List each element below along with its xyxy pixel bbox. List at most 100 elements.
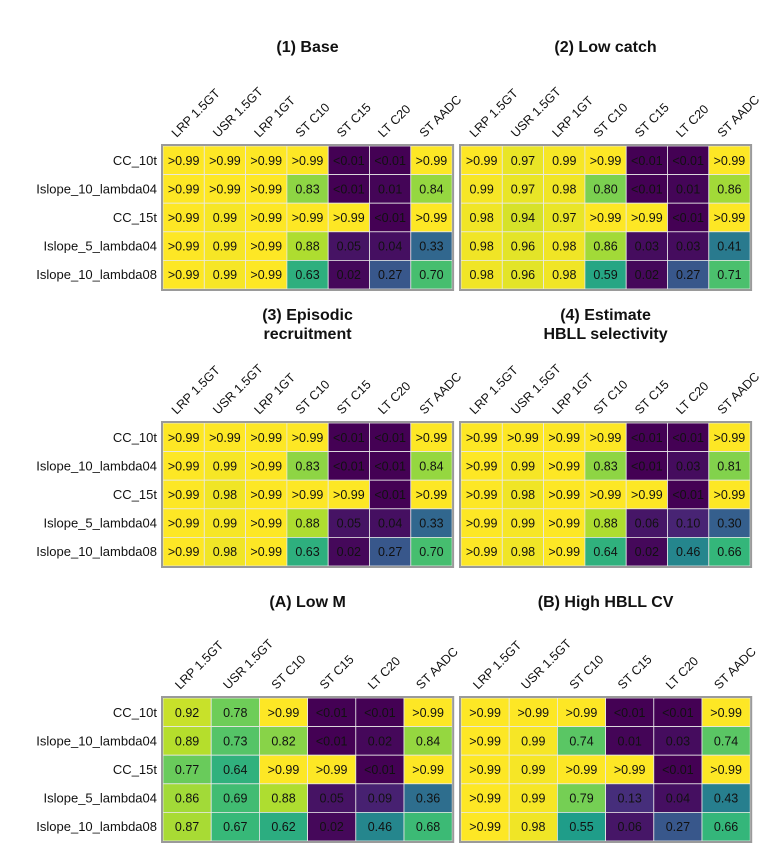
heatmap-cell xyxy=(557,812,607,842)
cell-value-label: >0.99 xyxy=(631,488,663,502)
heatmap-cell xyxy=(410,174,453,204)
heatmap-cell xyxy=(410,508,453,538)
cell-value-label: 0.98 xyxy=(511,488,535,502)
cell-value-label: >0.99 xyxy=(209,431,241,445)
cell-value-label: >0.99 xyxy=(250,182,282,196)
panel-frame xyxy=(161,696,455,843)
cell-value-label: <0.01 xyxy=(672,211,704,225)
heatmap-cell xyxy=(203,537,247,567)
cell-value-label: 0.30 xyxy=(717,517,741,531)
cell-value-label: 0.63 xyxy=(295,268,319,282)
heatmap-cell xyxy=(508,754,558,785)
cell-value-label: >0.99 xyxy=(168,211,200,225)
cell-value-label: >0.99 xyxy=(507,431,539,445)
heatmap-cell xyxy=(605,783,655,813)
cell-value-label: >0.99 xyxy=(268,763,300,777)
heatmap-cell xyxy=(286,451,329,481)
cell-value-label: 0.87 xyxy=(175,820,199,834)
heatmap-cell xyxy=(369,479,412,510)
cell-value-label: >0.99 xyxy=(209,182,241,196)
cell-value-label: 0.03 xyxy=(676,240,700,254)
heatmap-cell xyxy=(557,754,607,785)
cell-value-label: <0.01 xyxy=(333,154,365,168)
cell-value-label: 0.43 xyxy=(714,792,738,806)
panel-title: (B) High HBLL CV xyxy=(538,594,674,611)
cell-value-label: >0.99 xyxy=(548,517,580,531)
heatmap-cell xyxy=(245,537,288,567)
cell-value-label: 0.88 xyxy=(271,792,295,806)
cell-value-label: >0.99 xyxy=(168,268,200,282)
cell-value-label: 0.98 xyxy=(213,488,237,502)
cell-value-label: 0.97 xyxy=(511,182,535,196)
cell-value-label: >0.99 xyxy=(631,211,663,225)
cell-value-label: 0.67 xyxy=(223,820,247,834)
cell-value-label: <0.01 xyxy=(333,431,365,445)
cell-value-label: <0.01 xyxy=(631,154,663,168)
column-label-lt-c20: LT C20 xyxy=(375,102,413,140)
cell-value-label: >0.99 xyxy=(714,154,746,168)
heatmap-cell xyxy=(203,422,247,453)
heatmap-cell xyxy=(543,202,586,233)
cell-value-label: <0.01 xyxy=(316,734,348,748)
cell-value-label: >0.99 xyxy=(714,488,746,502)
cell-value-label: 0.99 xyxy=(213,211,237,225)
cell-value-label: 0.86 xyxy=(593,240,617,254)
row-label-islope-10-lambda04: Islope_10_lambda04 xyxy=(36,458,157,473)
heatmap-cell xyxy=(584,479,627,510)
cell-value-label: >0.99 xyxy=(590,211,622,225)
heatmap-cell xyxy=(369,508,412,538)
cell-value-label: >0.99 xyxy=(416,154,448,168)
cell-value-label: >0.99 xyxy=(466,431,498,445)
cell-value-label: <0.01 xyxy=(364,706,396,720)
cell-value-label: 0.05 xyxy=(320,792,344,806)
heatmap-cell xyxy=(410,202,453,233)
cell-value-label: <0.01 xyxy=(672,431,704,445)
heatmap-cell xyxy=(203,202,247,233)
heatmap-cell xyxy=(286,537,329,567)
cell-value-label: 0.99 xyxy=(552,154,576,168)
cell-value-label: 0.64 xyxy=(223,763,247,777)
heatmap-cell xyxy=(369,231,412,261)
cell-value-label: 0.27 xyxy=(676,268,700,282)
column-label-st-aadc: ST AADC xyxy=(417,93,465,141)
cell-value-label: <0.01 xyxy=(374,431,406,445)
column-label-st-aadc: ST AADC xyxy=(715,93,763,141)
cell-value-label: 0.46 xyxy=(676,545,700,559)
cell-value-label: 0.55 xyxy=(569,820,593,834)
cell-value-label: 0.81 xyxy=(717,459,741,473)
column-label-st-c15: ST C15 xyxy=(615,652,655,692)
heatmap-cell xyxy=(327,259,370,290)
cell-value-label: >0.99 xyxy=(466,459,498,473)
row-label-islope-5-lambda04: Islope_5_lambda04 xyxy=(44,239,157,254)
heatmap-cell xyxy=(286,259,329,290)
cell-value-label: >0.99 xyxy=(168,240,200,254)
heatmap-cell xyxy=(708,174,751,204)
cell-value-label: 0.77 xyxy=(175,763,199,777)
row-label-islope-5-lambda04: Islope_5_lambda04 xyxy=(44,516,157,531)
cell-value-label: 0.83 xyxy=(593,459,617,473)
cell-value-label: >0.99 xyxy=(250,517,282,531)
cell-value-label: 0.99 xyxy=(469,182,493,196)
row-label-cc-10t: CC_10t xyxy=(113,705,157,720)
cell-value-label: 0.05 xyxy=(337,240,361,254)
cell-value-label: 0.74 xyxy=(714,734,738,748)
cell-value-label: 0.62 xyxy=(271,820,295,834)
cell-value-label: >0.99 xyxy=(548,431,580,445)
column-label-st-aadc: ST AADC xyxy=(417,370,465,418)
cell-value-label: 0.98 xyxy=(552,182,576,196)
heatmap-cell xyxy=(508,783,558,813)
heatmap-cell xyxy=(460,231,503,261)
heatmap-cell xyxy=(708,145,751,176)
cell-value-label: >0.99 xyxy=(250,268,282,282)
cell-value-label: 0.94 xyxy=(511,211,535,225)
cell-value-label: 0.03 xyxy=(666,734,690,748)
panel-title: (2) Low catch xyxy=(554,39,656,56)
heatmap-cell xyxy=(162,783,212,813)
cell-value-label: >0.99 xyxy=(548,459,580,473)
cell-value-label: <0.01 xyxy=(662,763,694,777)
cell-value-label: <0.01 xyxy=(614,706,646,720)
column-label-st-c10: ST C10 xyxy=(591,377,631,417)
cell-value-label: 0.64 xyxy=(593,545,617,559)
